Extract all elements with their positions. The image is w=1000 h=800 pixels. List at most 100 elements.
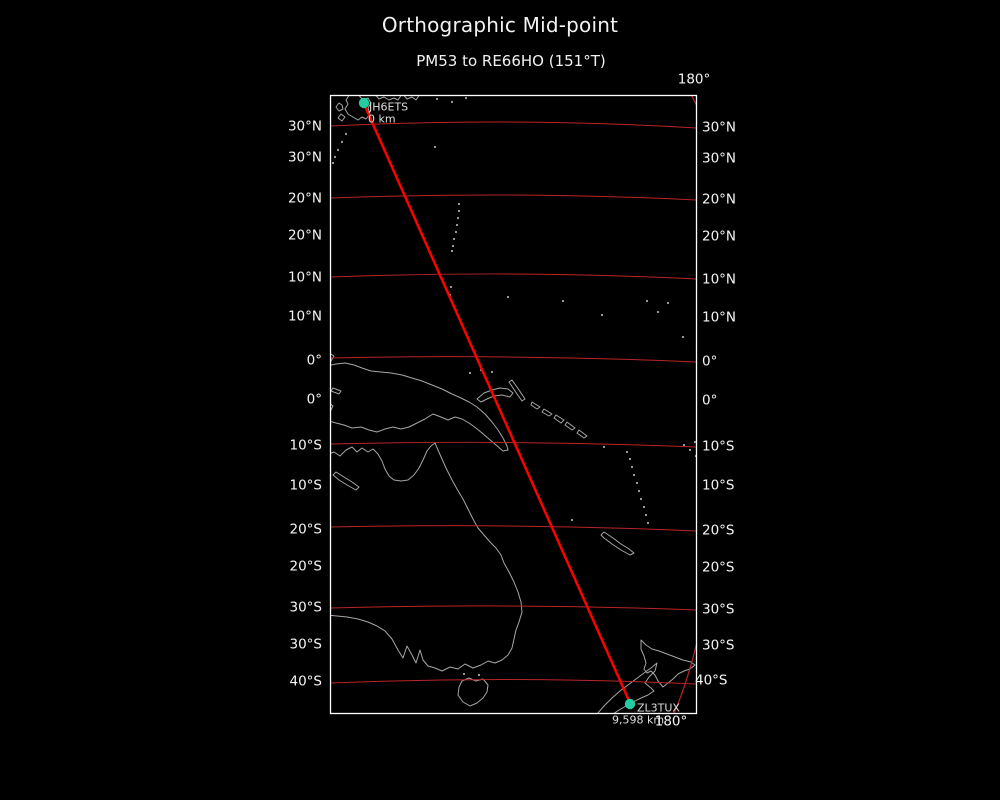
lat-label-left: 30°N: [287, 118, 322, 135]
lat-label-left: 10°N: [287, 269, 322, 286]
lat-label-right: 10°N: [702, 271, 737, 288]
coastlines: [330, 95, 697, 714]
lat-label-left: 40°S: [289, 673, 323, 690]
island-dot: [331, 161, 335, 165]
station-markers: [358, 97, 636, 710]
island-dot: [656, 310, 660, 314]
lat-label-left: 10°S: [289, 477, 323, 494]
coastline: [576, 429, 588, 439]
lat-label-left: 20°S: [289, 558, 323, 575]
island-dot: [456, 216, 460, 220]
lat-label-left: 20°N: [287, 190, 322, 207]
map-frame: [329, 94, 698, 715]
island-dot: [666, 301, 670, 305]
lat-label-left: 10°S: [289, 437, 323, 454]
island-dot: [600, 313, 604, 317]
island-dot: [333, 155, 337, 159]
great-circle-line: [362, 103, 632, 704]
lat-label-right: 30°N: [702, 119, 737, 136]
parallel-40°S: [330, 678, 697, 685]
coastline: [332, 471, 360, 491]
lat-label-left: 30°S: [289, 599, 323, 616]
lat-label-right: 30°S: [702, 601, 735, 618]
lat-label-left: 30°N: [287, 149, 322, 166]
island-dot: [561, 299, 565, 303]
meridian-180: [673, 643, 697, 714]
island-dot: [454, 230, 458, 234]
island-dot: [639, 497, 643, 501]
station-marker-JH6ETS: [358, 97, 370, 109]
lat-label-right: 30°N: [702, 150, 737, 167]
island-dot: [570, 518, 574, 522]
island-dot: [455, 223, 459, 227]
coastline: [553, 414, 565, 424]
coastline: [564, 421, 576, 431]
coastline: [508, 379, 526, 402]
parallel-30°S: [330, 605, 697, 611]
parallel-0°: [330, 356, 697, 363]
island-dot: [336, 148, 340, 152]
island-dot: [344, 132, 348, 136]
parallel-20°N: [330, 194, 697, 201]
lat-label-right: 0°: [702, 392, 718, 409]
island-dot: [646, 521, 650, 525]
island-dot: [451, 244, 455, 248]
island-dot: [645, 299, 649, 303]
coastline: [330, 362, 509, 452]
island-dot: [449, 285, 453, 289]
island-dot: [340, 140, 344, 144]
coastline: [335, 102, 344, 112]
lat-label-left: 0°: [306, 352, 322, 369]
coastline: [457, 677, 489, 707]
island-dot: [637, 489, 641, 493]
great-circle-path: [362, 103, 632, 704]
lat-label-right: 10°S: [702, 477, 735, 494]
lat-label-right: 10°N: [702, 309, 737, 326]
island-dot: [457, 202, 461, 206]
island-dot: [506, 295, 510, 299]
island-dot: [642, 505, 646, 509]
parallel-20°S: [330, 525, 697, 532]
coastline: [640, 639, 696, 688]
lat-label-right: 20°S: [702, 559, 735, 576]
island-dot: [464, 96, 468, 100]
coastline: [344, 95, 372, 121]
island-dot: [452, 237, 456, 241]
island-dot: [450, 249, 454, 253]
lat-label-left: 0°: [306, 391, 322, 408]
island-dot: [688, 448, 692, 452]
meridian-180: [690, 95, 697, 106]
island-dot: [681, 335, 685, 339]
lat-label-right: 20°S: [702, 522, 735, 539]
coastline: [530, 401, 541, 410]
island-dot: [635, 481, 639, 485]
island-dot: [630, 465, 634, 469]
coastline: [330, 353, 335, 362]
island-dot: [693, 440, 697, 444]
lat-label-right: 20°N: [702, 191, 737, 208]
island-dot: [435, 97, 439, 101]
lat-label-left: 30°S: [289, 636, 323, 653]
lat-label-right: 30°S: [702, 637, 735, 654]
coastline: [600, 531, 635, 556]
island-dot: [628, 457, 632, 461]
coastline: [330, 387, 342, 395]
station-callsign-JH6ETS: JH6ETS: [369, 100, 409, 114]
lat-label-right: 0°: [702, 353, 718, 370]
coastline: [403, 95, 420, 101]
lat-label-right: 20°N: [702, 228, 737, 245]
meridian-label-top: 180°: [677, 71, 711, 88]
island-dot: [457, 209, 461, 213]
island-dot: [462, 672, 466, 676]
parallel-30°N: [330, 121, 697, 129]
figure-title: Orthographic Mid-point: [381, 13, 619, 37]
island-dot: [450, 100, 454, 104]
coastline: [330, 403, 334, 413]
island-dot: [490, 370, 494, 374]
figure-subtitle: PM53 to RE66HO (151°T): [416, 52, 606, 70]
lat-label-left: 20°S: [289, 521, 323, 538]
island-dot: [625, 450, 629, 454]
graticule: [330, 95, 697, 714]
